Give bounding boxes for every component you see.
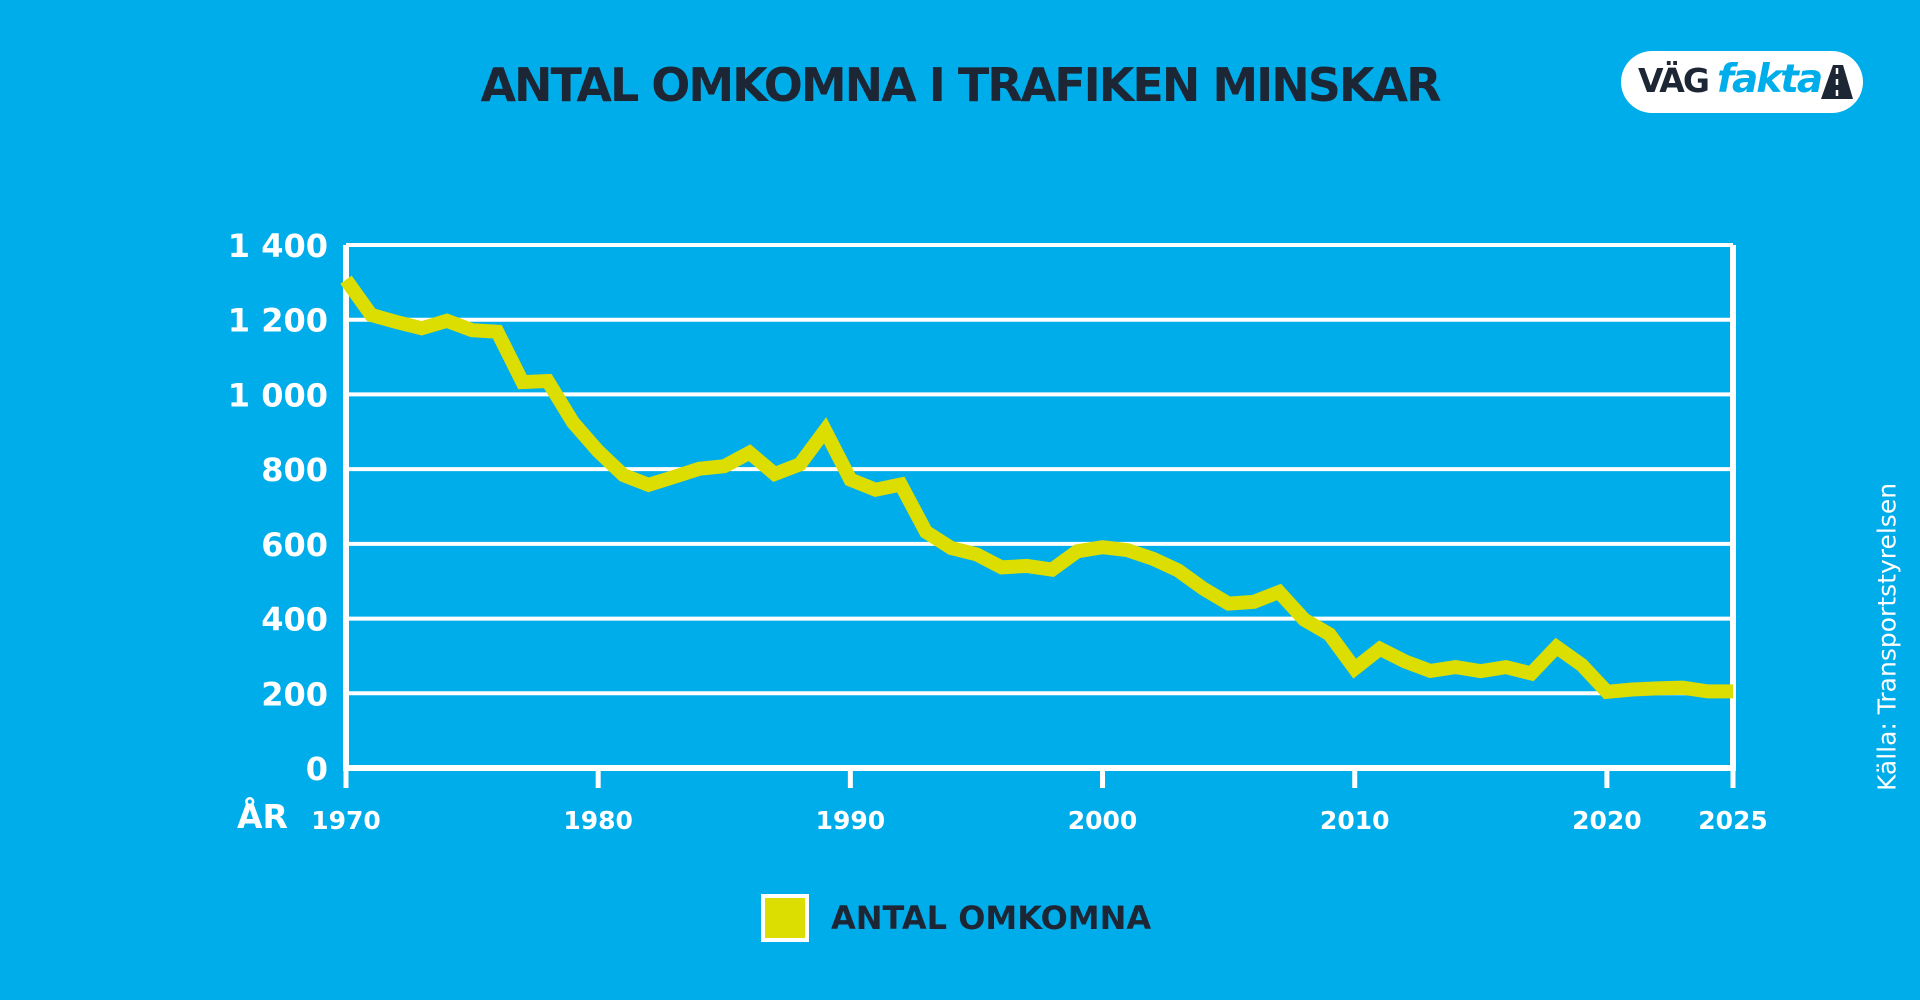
legend-swatch bbox=[761, 894, 809, 942]
source-note: Källa: Transportstyrelsen bbox=[1872, 482, 1902, 792]
road-icon bbox=[1821, 65, 1853, 99]
y-tick-label: 1 000 bbox=[228, 376, 328, 414]
series-layer bbox=[340, 275, 1733, 700]
grid-lines bbox=[346, 243, 1733, 696]
x-tick-label: 2000 bbox=[1068, 806, 1138, 835]
x-tick-label: 1970 bbox=[311, 806, 381, 835]
x-tick-label: 2025 bbox=[1698, 806, 1768, 835]
chart-title: ANTAL OMKOMNA I TRAFIKEN MINSKAR bbox=[480, 58, 1441, 112]
logo-text-fakta: fakta bbox=[1717, 57, 1823, 102]
x-tick-label: 1980 bbox=[563, 806, 633, 835]
legend-label: ANTAL OMKOMNA bbox=[831, 899, 1152, 937]
legend: ANTAL OMKOMNA bbox=[761, 893, 1151, 943]
x-tick-label: 2010 bbox=[1320, 806, 1390, 835]
y-tick-label: 1 400 bbox=[228, 227, 328, 265]
series-line bbox=[340, 275, 1733, 700]
x-tick-label: 1990 bbox=[816, 806, 886, 835]
x-tick-labels: 1970 1980 1990 2000 2010 2020 2025 bbox=[311, 806, 1768, 835]
y-tick-label: 800 bbox=[261, 451, 328, 489]
y-tick-label: 1 200 bbox=[228, 302, 328, 340]
logo-text-vag: VÄG bbox=[1638, 61, 1710, 100]
y-tick-labels: 0 200 400 600 800 1 000 1 200 1 400 bbox=[228, 227, 328, 788]
vagfakta-logo: VÄG fakta bbox=[1621, 51, 1863, 113]
y-tick-label: 400 bbox=[261, 601, 328, 639]
x-tick-label: 2020 bbox=[1572, 806, 1642, 835]
y-tick-label: 600 bbox=[261, 526, 328, 564]
axes bbox=[343, 245, 1736, 788]
y-tick-label: 0 bbox=[306, 750, 328, 788]
x-axis-title: ÅR bbox=[237, 796, 288, 836]
y-tick-label: 200 bbox=[261, 675, 328, 713]
